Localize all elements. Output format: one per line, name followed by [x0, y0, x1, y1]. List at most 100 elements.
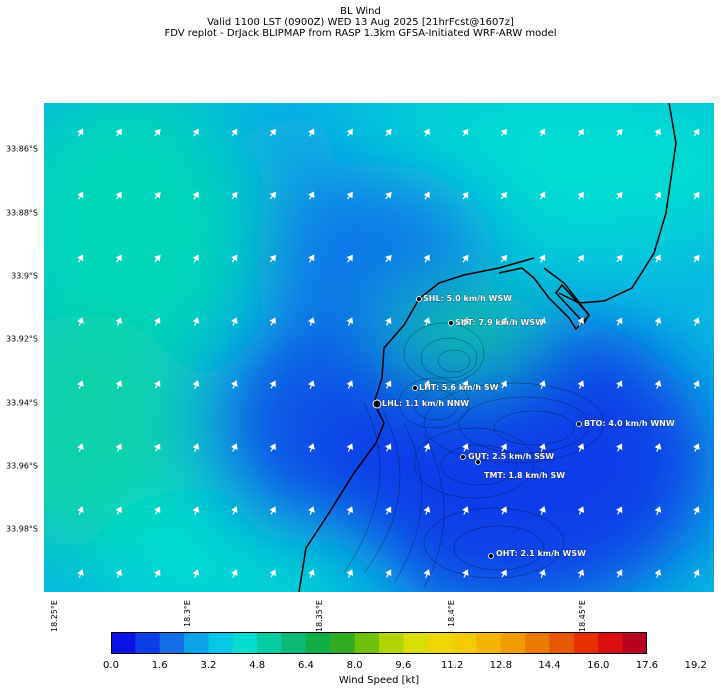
wind-arrow-icon	[616, 254, 623, 263]
wind-arrow-icon	[693, 191, 700, 200]
wind-arrow-icon	[154, 443, 161, 452]
wind-arrow-icon	[77, 506, 84, 515]
coastline	[298, 103, 677, 592]
wind-arrow-icon	[616, 569, 623, 578]
wind-arrow-icon	[154, 380, 161, 389]
wind-arrow-icon	[693, 443, 700, 452]
lon-tick: 18.3°E	[183, 600, 192, 627]
wind-map: SHL: 5.0 km/h WSW SHT: 7.9 km/h WSW LHT:…	[44, 103, 714, 592]
colorbar-segment	[476, 632, 502, 654]
map-valid-time: Valid 1100 LST (0900Z) WED 13 Aug 2025 […	[207, 17, 514, 28]
lat-tick: 33.9°S	[11, 271, 38, 281]
wind-arrow-icon	[462, 254, 469, 263]
wind-arrow-icon	[385, 569, 392, 578]
colorbar-tick-label: 14.4	[538, 660, 561, 671]
map-title: BL Wind	[340, 6, 381, 17]
wind-arrow-icon	[654, 128, 661, 137]
wind-arrow-icon	[462, 128, 469, 137]
wind-arrow-icon	[269, 191, 277, 200]
wind-arrow-icon	[346, 506, 354, 515]
wind-arrow-icon	[654, 443, 662, 452]
lat-tick: 33.86°S	[6, 144, 38, 154]
station-lhl[interactable]: LHL: 1.1 km/h NNW	[372, 399, 469, 409]
station-label: BTO: 4.0 km/h WNW	[584, 419, 675, 428]
colorbar-tick-label: 12.8	[489, 660, 512, 671]
wind-arrow-icon	[539, 317, 546, 326]
wind-arrow-icon	[231, 128, 238, 137]
wind-arrow-icon	[462, 317, 469, 326]
station-label: GUT: 2.5 km/h SSW	[468, 452, 554, 461]
wind-arrow-icon	[231, 317, 238, 326]
wind-arrow-icon	[385, 380, 392, 389]
station-markers: SHL: 5.0 km/h WSW SHT: 7.9 km/h WSW LHT:…	[372, 294, 675, 559]
wind-arrow-icon	[539, 380, 546, 389]
colorbar-tick-label: 9.6	[395, 660, 412, 671]
wind-arrow-icon	[269, 380, 276, 389]
colorbar-segment	[500, 632, 526, 654]
wind-arrow-icon	[423, 191, 430, 200]
wind-arrow-icon	[654, 317, 662, 326]
wind-arrow-icon	[346, 380, 354, 389]
station-gut[interactable]: GUT: 2.5 km/h SSW	[460, 452, 555, 461]
wind-arrow-icon	[346, 569, 354, 578]
station-oht[interactable]: OHT: 2.1 km/h WSW	[488, 549, 587, 559]
wind-arrow-icon	[423, 128, 430, 137]
wind-arrow-icon	[500, 380, 507, 389]
wind-arrow-icon	[308, 569, 315, 578]
wind-arrow-icon	[616, 128, 623, 137]
wind-arrow-icon	[192, 380, 200, 389]
station-label: LHT: 5.6 km/h SW	[419, 383, 499, 392]
station-shl[interactable]: SHL: 5.0 km/h WSW	[416, 294, 513, 303]
station-lht[interactable]: LHT: 5.6 km/h SW	[412, 383, 499, 392]
wind-arrow-icon	[616, 317, 623, 326]
wind-arrow-icon	[462, 506, 469, 515]
lon-tick: 18.4°E	[447, 600, 456, 627]
wind-arrow-icon	[385, 317, 392, 326]
wind-arrow-icon	[154, 128, 161, 137]
colorbar-segment	[549, 632, 575, 654]
colorbar-tick-label: 8.0	[346, 660, 363, 671]
wind-arrow-icon	[500, 317, 507, 326]
wind-arrow-icon	[500, 191, 508, 200]
wind-arrow-icon	[231, 443, 238, 452]
wind-arrow-icon	[115, 317, 123, 326]
station-tmt[interactable]: TMT: 1.8 km/h SW	[475, 459, 566, 481]
wind-arrow-icon	[231, 191, 238, 200]
colorbar-segment	[573, 632, 599, 654]
lon-tick: 18.45°E	[578, 600, 587, 632]
wind-arrow-icon	[154, 569, 161, 578]
station-label: OHT: 2.1 km/h WSW	[496, 549, 586, 558]
wind-arrow-icon	[539, 506, 546, 515]
wind-arrow-icon	[577, 254, 584, 263]
wind-arrow-icon	[192, 191, 199, 200]
wind-arrow-icon	[462, 569, 469, 578]
colorbar-segment	[135, 632, 161, 654]
wind-arrow-icon	[462, 443, 469, 452]
wind-arrow-icon	[577, 191, 584, 200]
colorbar-tick-label: 16.0	[587, 660, 610, 671]
wind-arrow-icon	[539, 191, 546, 200]
wind-arrow-icon	[539, 128, 546, 137]
station-sht[interactable]: SHT: 7.9 km/h WSW	[448, 318, 545, 327]
wind-arrow-icon	[77, 254, 84, 263]
wind-speed-field	[44, 103, 714, 592]
wind-arrow-icon	[693, 254, 700, 263]
wind-arrow-icon	[115, 443, 123, 452]
wind-arrow-icon	[693, 128, 700, 137]
wind-arrow-icon	[115, 569, 123, 578]
wind-arrow-icon	[423, 254, 430, 263]
map-source: FDV replot - DrJack BLIPMAP from RASP 1.…	[164, 28, 557, 39]
station-bto[interactable]: BTO: 4.0 km/h WNW	[576, 419, 675, 428]
wind-arrow-icon	[577, 128, 584, 137]
wind-arrow-icon	[539, 569, 546, 578]
wind-arrow-icon	[693, 506, 700, 515]
wind-arrow-icon	[308, 506, 315, 515]
colorbar-segment	[427, 632, 453, 654]
colorbar-tick-label: 1.6	[151, 660, 168, 671]
wind-arrow-icon	[154, 317, 161, 326]
wind-arrow-icon	[654, 191, 661, 200]
wind-arrow-icon	[423, 506, 431, 515]
wind-arrow-icon	[500, 506, 507, 515]
wind-arrow-icon	[385, 128, 392, 137]
wind-arrow-icon	[77, 569, 84, 578]
